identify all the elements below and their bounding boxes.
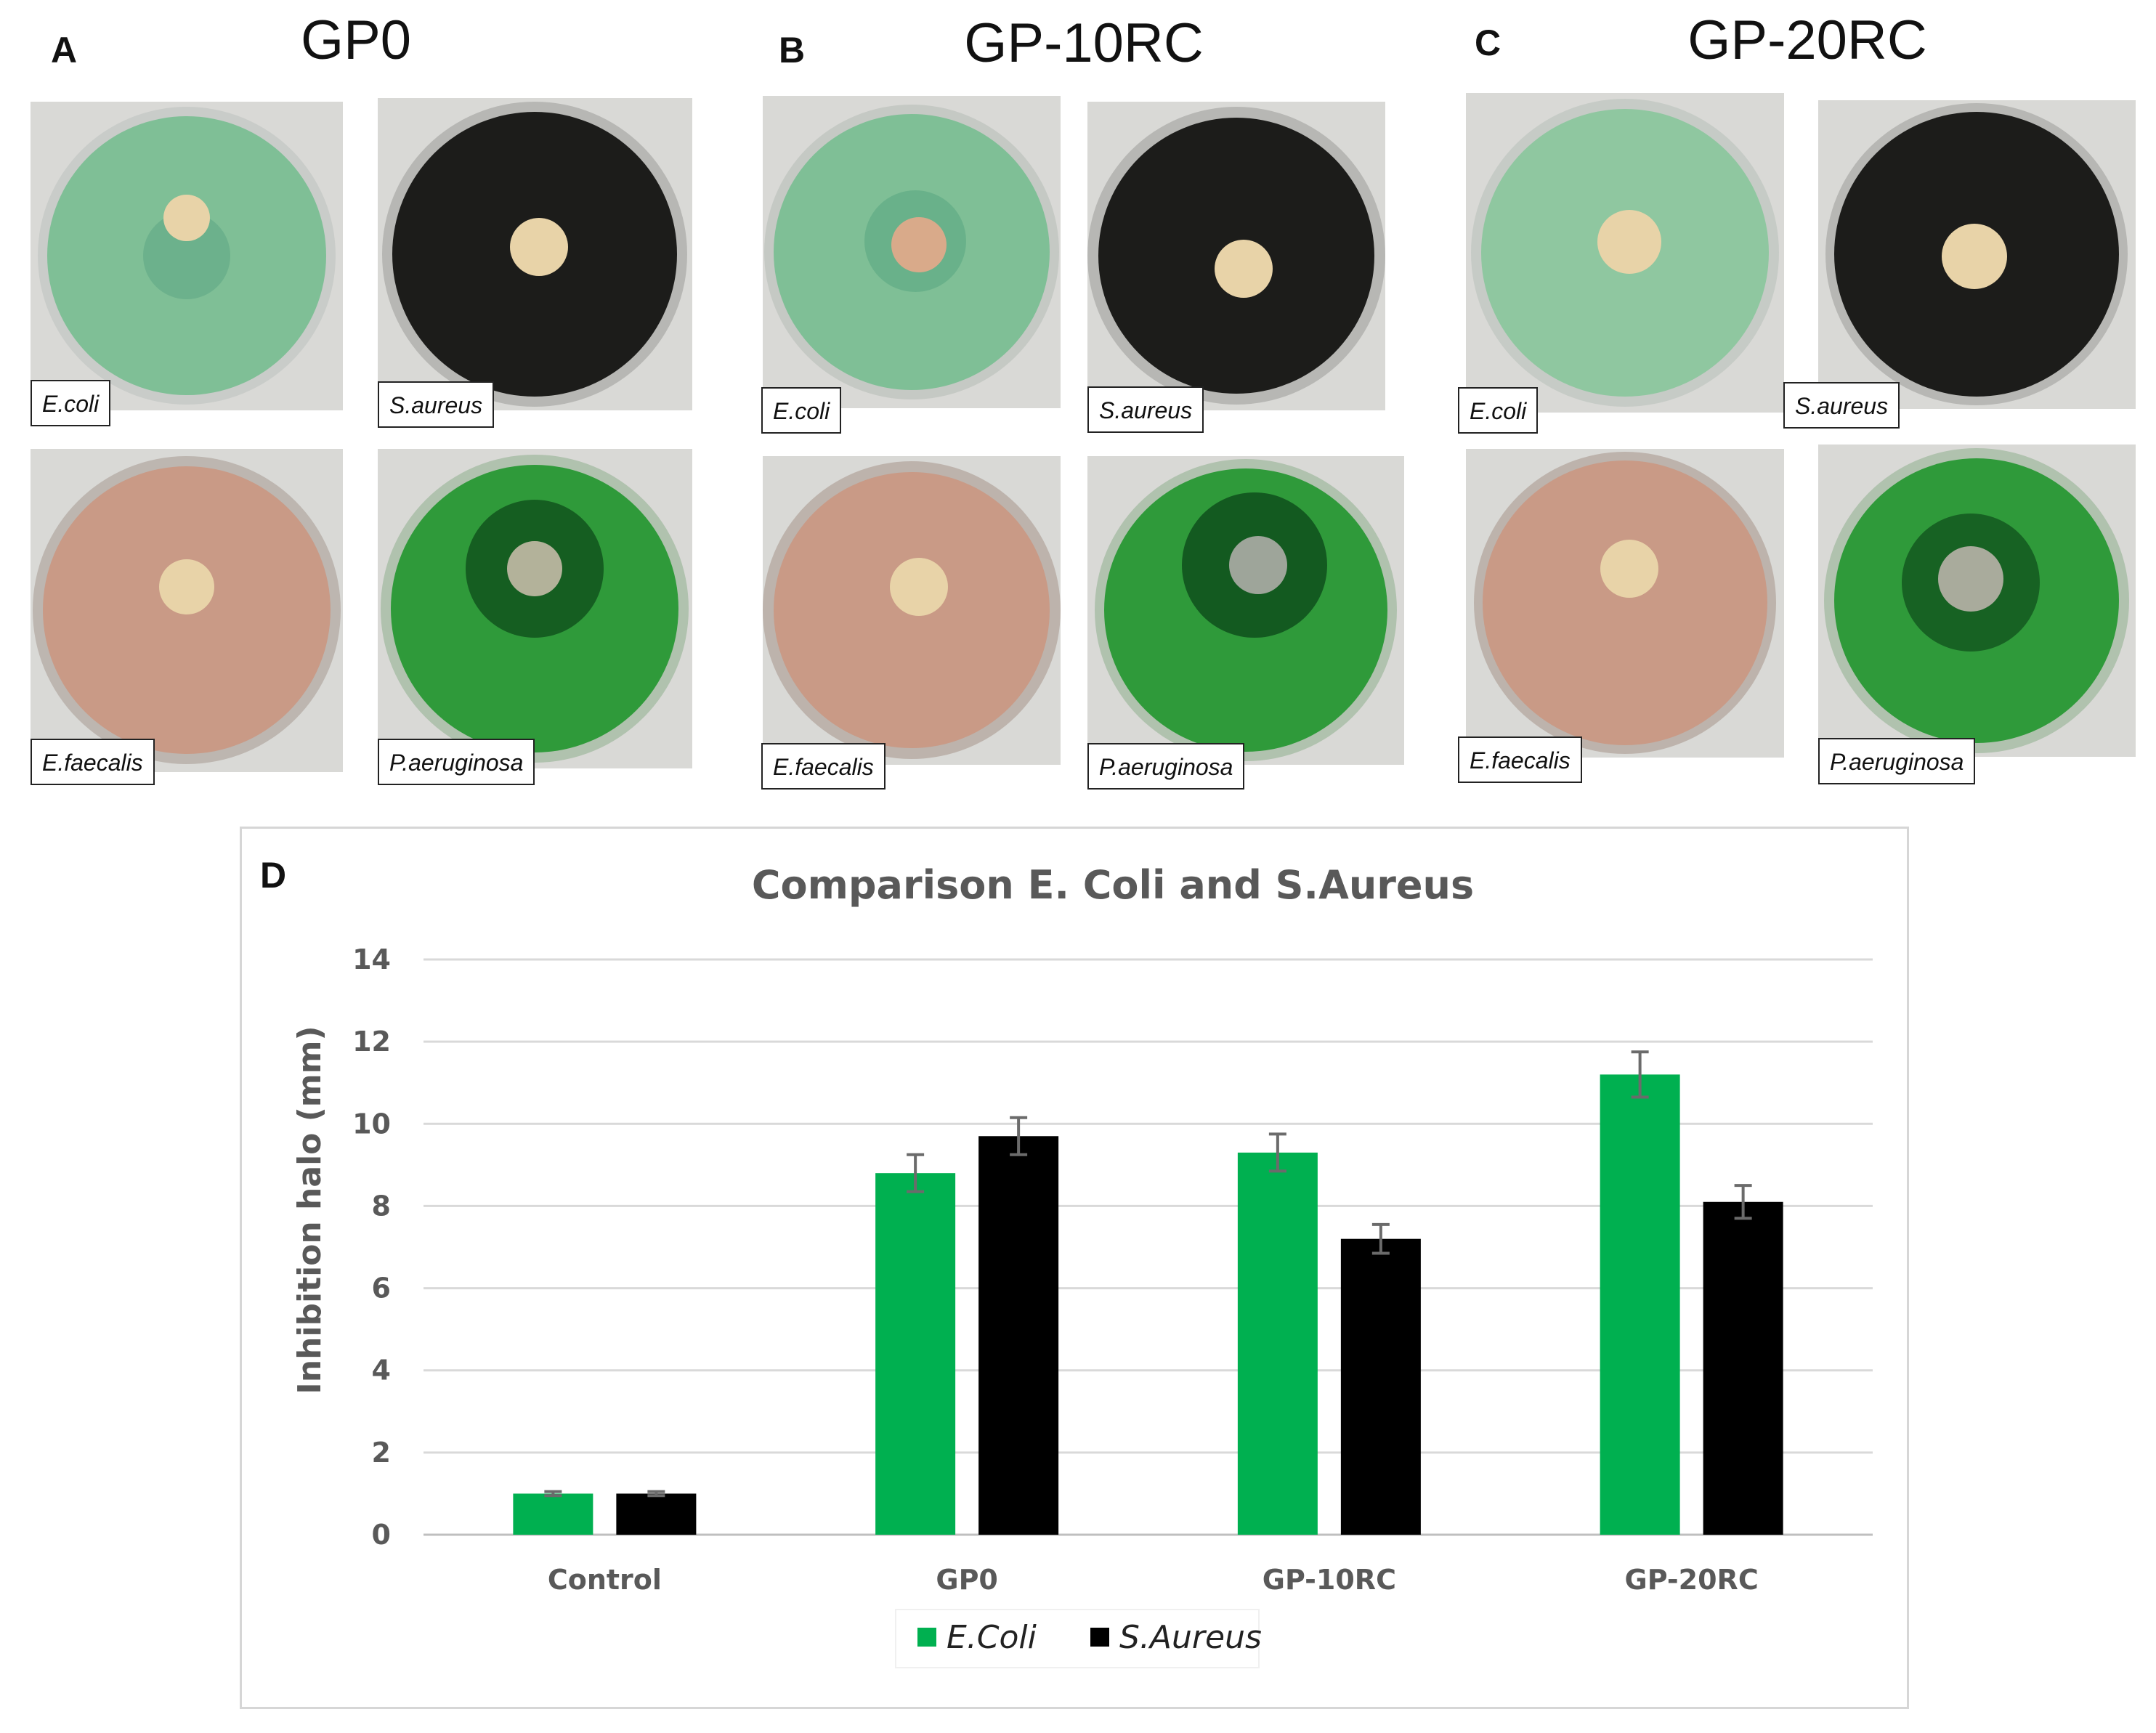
plate-b-ecoli — [763, 96, 1061, 408]
sample-pellet — [510, 218, 568, 276]
plate-b-saureus — [1087, 102, 1385, 410]
plate-label-ecoli: E.coli — [31, 380, 111, 426]
plate-c-paeruginosa — [1818, 445, 2136, 757]
bar-ecoli — [1600, 1074, 1680, 1535]
x-axis-categories: Control GP0 GP-10RC GP-20RC — [548, 1564, 1759, 1596]
sample-pellet — [507, 541, 562, 596]
petri-dish-image — [1825, 103, 2128, 405]
plate-label-paeruginosa: P.aeruginosa — [1087, 743, 1245, 790]
chart-panel: D Comparison E. Coli and S.Aureus Inhibi… — [240, 827, 1909, 1709]
y-tick-label: 14 — [352, 943, 391, 975]
plate-label-ecoli: E.coli — [761, 387, 842, 434]
plate-a-paeruginosa — [378, 449, 692, 768]
bar-chart: Comparison E. Coli and S.Aureus Inhibiti… — [291, 862, 1873, 1668]
plate-label-saureus: S.aureus — [1087, 386, 1204, 433]
plate-label-paeruginosa: P.aeruginosa — [1818, 738, 1976, 784]
panel-title-gp-20rc: GP-20RC — [1687, 9, 1927, 71]
petri-dish-image — [1824, 448, 2129, 753]
bar-ecoli — [875, 1173, 956, 1535]
sample-pellet — [1942, 224, 2007, 289]
plate-c-efaecalis — [1466, 449, 1784, 758]
sample-pellet — [159, 559, 214, 614]
bar-ecoli — [1237, 1152, 1318, 1535]
y-tick-label: 12 — [352, 1026, 391, 1058]
sample-pellet — [890, 558, 948, 616]
plate-label-saureus: S.aureus — [1783, 382, 1900, 429]
y-tick-label: 0 — [372, 1519, 391, 1551]
sample-pellet — [1597, 210, 1661, 274]
legend-box — [895, 1609, 1260, 1668]
x-category-label: Control — [548, 1564, 662, 1596]
y-tick-label: 6 — [372, 1273, 391, 1304]
sample-pellet — [891, 217, 947, 272]
sample-pellet — [1215, 240, 1273, 298]
chart-title: Comparison E. Coli and S.Aureus — [752, 862, 1474, 908]
petri-dish-image — [763, 461, 1061, 759]
panel-letter-c: C — [1475, 23, 1502, 63]
petri-dish-image — [382, 102, 687, 407]
plate-a-efaecalis — [31, 449, 343, 772]
sample-pellet — [163, 195, 210, 241]
plate-label-ecoli: E.coli — [1458, 387, 1539, 434]
bar-ecoli — [513, 1493, 593, 1535]
bars — [513, 1050, 1783, 1535]
y-axis-title: Inhibition halo (mm) — [291, 1026, 328, 1394]
bar-saureus — [978, 1136, 1059, 1535]
panel-title-gp0: GP0 — [300, 9, 412, 71]
plate-b-efaecalis — [763, 456, 1061, 765]
legend-label: S.Aureus — [1119, 1619, 1262, 1656]
plate-label-saureus: S.aureus — [378, 381, 495, 428]
sample-pellet — [1229, 536, 1287, 594]
petri-dish-image — [1087, 107, 1385, 405]
plate-label-efaecalis: E.faecalis — [1458, 736, 1582, 783]
petri-dish-image — [764, 105, 1059, 399]
sample-pellet — [1938, 546, 2003, 612]
y-axis-ticks: 0 2 4 6 8 10 12 14 — [352, 943, 391, 1551]
panel-letter-b: B — [779, 30, 806, 70]
bar-saureus — [1703, 1201, 1783, 1535]
plate-c-saureus — [1818, 100, 2136, 409]
legend-swatch — [1090, 1628, 1109, 1647]
plate-label-efaecalis: E.faecalis — [31, 739, 155, 785]
panel-title-gp-10rc: GP-10RC — [964, 12, 1204, 74]
sample-pellet — [1600, 540, 1658, 598]
bar-saureus — [1340, 1238, 1421, 1535]
agar — [1483, 460, 1767, 745]
petri-dish-image — [1471, 99, 1779, 407]
plate-label-paeruginosa: P.aeruginosa — [378, 739, 535, 785]
x-category-label: GP-20RC — [1625, 1564, 1759, 1596]
petri-dish-image — [33, 456, 341, 764]
panel-letter-d: D — [260, 855, 287, 896]
x-category-label: GP-10RC — [1263, 1564, 1396, 1596]
petri-dish-image — [1474, 452, 1776, 754]
legend: E.Coli S.Aureus — [895, 1609, 1262, 1668]
petri-dish-image — [1095, 459, 1397, 761]
y-tick-label: 8 — [372, 1190, 391, 1222]
plate-label-efaecalis: E.faecalis — [761, 743, 885, 790]
petri-dish-image — [38, 107, 336, 405]
plate-a-saureus — [378, 98, 692, 410]
plate-c-ecoli — [1466, 93, 1784, 413]
panel-letter-a: A — [51, 30, 78, 70]
plate-a-ecoli — [31, 102, 343, 410]
legend-label: E.Coli — [947, 1619, 1037, 1656]
petri-dish-image — [381, 455, 689, 763]
y-tick-label: 2 — [372, 1437, 391, 1469]
y-tick-label: 4 — [372, 1355, 391, 1387]
y-tick-label: 10 — [352, 1108, 391, 1140]
legend-swatch — [917, 1628, 936, 1647]
x-category-label: GP0 — [936, 1564, 997, 1596]
plate-b-paeruginosa — [1087, 456, 1404, 765]
bar-saureus — [616, 1493, 697, 1535]
